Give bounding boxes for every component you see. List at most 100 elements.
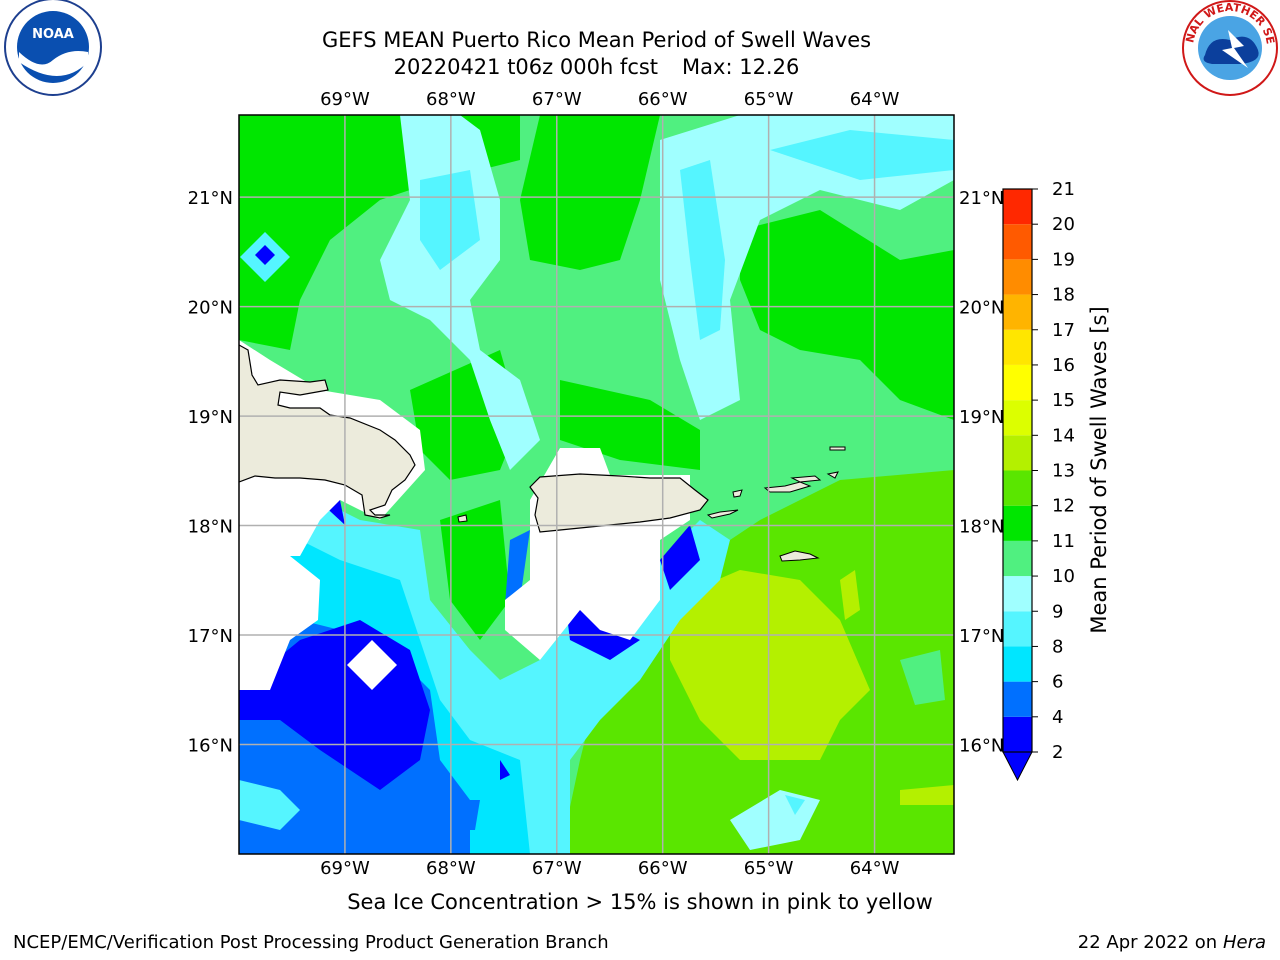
field-green-c2	[560, 380, 700, 470]
colorbar-swatch	[1003, 611, 1032, 647]
colorbar-tick-label: 4	[1052, 707, 1063, 728]
lon-label-bottom: 69°W	[320, 858, 370, 879]
colorbar-swatch	[1003, 470, 1032, 506]
colorbar-swatch	[1003, 576, 1032, 612]
colorbar-tick-label: 14	[1052, 425, 1075, 446]
lat-label-right: 20°N	[959, 298, 1004, 319]
mask-west	[239, 556, 320, 690]
footer-date-text: 22 Apr 2022 on	[1077, 932, 1223, 953]
footer-host: Hera	[1222, 932, 1266, 953]
noaa-logo-text: NOAA	[32, 27, 74, 42]
lat-label-left: 16°N	[188, 736, 233, 757]
lat-label-right: 18°N	[959, 517, 1004, 538]
graticule	[239, 115, 954, 854]
colorbar-tick-label: 6	[1052, 672, 1063, 693]
colorbar-swatch	[1003, 259, 1032, 295]
field-green-ne	[740, 210, 954, 420]
sea-ice-note: Sea Ice Concentration > 15% is shown in …	[347, 890, 933, 914]
max-value: Max: 12.26	[682, 55, 800, 79]
colorbar-label: Mean Period of Swell Waves [s]	[1087, 306, 1111, 633]
field-lightcyan-ne	[660, 115, 954, 420]
field-green-nc	[520, 115, 660, 270]
colorbar-tick-label: 11	[1052, 531, 1075, 552]
lat-label-right: 19°N	[959, 407, 1004, 428]
colorbar-swatch	[1003, 364, 1032, 401]
colorbar-extend	[1002, 751, 1033, 782]
lat-label-left: 21°N	[188, 188, 233, 209]
nws-logo-text: NATIONAL WEATHER SERVICE	[0, 0, 1277, 45]
lon-labels-top: 69°W 68°W 67°W 66°W 65°W 64°W	[320, 89, 900, 110]
colorbar-swatch	[1003, 400, 1032, 436]
colorbar-swatch	[1003, 646, 1032, 682]
colorbar-tick-label: 17	[1052, 320, 1075, 341]
lat-label-left: 19°N	[188, 407, 233, 428]
colorbar-tick-label: 10	[1052, 566, 1075, 587]
virgin-islands	[763, 481, 812, 493]
lon-label-bottom: 65°W	[744, 858, 794, 879]
colorbar-swatch	[1003, 540, 1032, 577]
lon-label-bottom: 67°W	[532, 858, 582, 879]
lon-label-bottom: 68°W	[426, 858, 476, 879]
plot-frame	[238, 114, 955, 855]
contour-field	[239, 115, 954, 854]
lon-label-top: 65°W	[744, 89, 794, 110]
lat-label-left: 20°N	[188, 298, 233, 319]
colorbar-swatch	[1003, 329, 1032, 365]
lon-label-top: 69°W	[320, 89, 370, 110]
field-yg-spot2	[900, 785, 954, 805]
field-yg-spot	[840, 570, 860, 620]
colorbar-tick-label: 16	[1052, 355, 1075, 376]
lon-label-bottom: 64°W	[850, 858, 900, 879]
lat-labels-right: 21°N 20°N 19°N 18°N 17°N 16°N	[959, 188, 1004, 756]
footer-date: 22 Apr 2022 on Hera	[1078, 932, 1266, 953]
colorbar-swatch	[1003, 681, 1032, 717]
tortola	[790, 475, 822, 483]
colorbar-tick-label: 20	[1052, 214, 1075, 235]
noaa-logo: NOAA	[4, 0, 102, 96]
colorbar-tick-label: 2	[1052, 742, 1063, 763]
field-cyan-sw	[239, 780, 300, 830]
mona-island	[457, 514, 468, 523]
mask-spot	[347, 640, 397, 690]
field-mb-mona	[505, 530, 530, 605]
lon-label-top: 64°W	[850, 89, 900, 110]
field-yellowgreen-se	[670, 570, 870, 760]
lat-labels-left: 21°N 20°N 19°N 18°N 17°N 16°N	[188, 188, 233, 756]
culebra	[732, 489, 743, 498]
forecast-time: 20220421 t06z 000h fcst	[393, 55, 659, 79]
field-green-mona	[440, 500, 510, 640]
anegada	[826, 471, 839, 479]
lon-label-top: 67°W	[532, 89, 582, 110]
colorbar-swatch	[1003, 224, 1032, 260]
colorbar-swatch	[1003, 294, 1032, 330]
map-title: GEFS MEAN Puerto Rico Mean Period of Swe…	[321, 28, 872, 52]
colorbar-tick-label: 18	[1052, 285, 1075, 306]
vieques	[706, 509, 739, 519]
colorbar-swatch	[1003, 435, 1032, 471]
hispaniola-land	[239, 344, 416, 519]
lon-label-bottom: 66°W	[638, 858, 688, 879]
field-blue-ce	[660, 525, 700, 590]
field-cyan-ne	[680, 160, 725, 340]
field-spot-e	[900, 650, 945, 705]
lat-label-right: 21°N	[959, 188, 1004, 209]
lat-label-left: 17°N	[188, 626, 233, 647]
lat-label-right: 16°N	[959, 736, 1004, 757]
island-n	[829, 446, 846, 451]
lon-label-top: 66°W	[638, 89, 688, 110]
nws-logo: NATIONAL WEATHER SERVICE	[0, 0, 1278, 96]
lon-labels-bottom: 69°W 68°W 67°W 66°W 65°W 64°W	[320, 858, 900, 879]
lat-label-left: 18°N	[188, 517, 233, 538]
swell-period-map: 69°W 68°W 67°W 66°W 65°W 64°W 69°W 68°W 67°W 66°…	[0, 0, 1278, 879]
st-croix	[779, 550, 820, 562]
colorbar-tick-label: 8	[1052, 636, 1063, 657]
colorbar-tick-label: 13	[1052, 461, 1075, 482]
field-spot-sw	[450, 800, 480, 830]
map-subtitle: 20220421 t06z 000h fcst Max: 12.26	[0, 54, 1193, 80]
colorbar-tick-label: 15	[1052, 390, 1075, 411]
field-cyan-ne2	[770, 130, 954, 180]
colorbar-swatch	[1003, 505, 1032, 541]
field-cyan-n	[420, 170, 480, 270]
colorbar-swatch	[1003, 716, 1032, 752]
colorbar-tick-label: 19	[1052, 249, 1075, 270]
